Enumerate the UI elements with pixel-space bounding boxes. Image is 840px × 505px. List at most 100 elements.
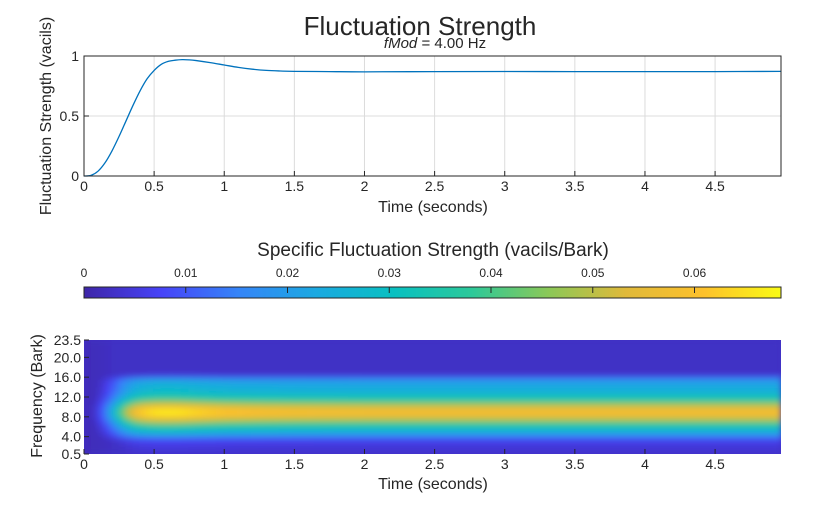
heatmap-cell (592, 387, 601, 391)
heatmap-cell (752, 451, 761, 454)
heatmap-cell (90, 401, 99, 405)
heatmap-cell (641, 369, 650, 373)
heatmap-cell (606, 410, 615, 414)
heatmap-cell (529, 346, 538, 350)
heatmap-cell (188, 439, 197, 444)
heatmap-cell (724, 421, 733, 425)
heatmap-cell (668, 362, 677, 366)
heatmap-cell (689, 369, 698, 373)
heatmap-cell (773, 419, 781, 423)
heatmap-cell (362, 378, 371, 382)
heatmap-cell (724, 350, 733, 355)
heatmap-cell (717, 401, 726, 405)
heatmap-cell (97, 394, 106, 398)
heatmap-cell (264, 435, 273, 439)
heatmap-cell (655, 394, 664, 398)
heatmap-cell (578, 421, 587, 425)
heatmap-cell (111, 435, 120, 439)
heatmap-cell (341, 407, 350, 412)
heatmap-cell (438, 394, 447, 398)
heatmap-cell (508, 375, 517, 380)
heatmap-cell (550, 344, 559, 348)
heatmap-cell (250, 362, 259, 366)
heatmap-cell (257, 410, 266, 414)
heatmap-cell (390, 410, 399, 414)
heatmap-cell (271, 407, 280, 412)
heatmap-cell (522, 371, 531, 375)
heatmap-cell (236, 371, 245, 375)
heatmap-cell (655, 373, 664, 377)
heatmap-cell (703, 353, 712, 357)
heatmap-cell (745, 414, 754, 419)
heatmap-cell (125, 419, 134, 423)
heatmap-cell (257, 446, 266, 450)
heatmap-cell (682, 371, 691, 375)
heatmap-cell (473, 396, 482, 400)
heatmap-cell (118, 344, 127, 348)
heatmap-cell (397, 382, 406, 387)
heatmap-cell (557, 446, 566, 450)
heatmap-cell (348, 414, 357, 419)
heatmap-cell (487, 421, 496, 425)
heatmap-cell (132, 435, 141, 439)
heatmap-cell (341, 412, 350, 416)
heatmap-cell (250, 348, 259, 352)
heatmap-cell (494, 380, 503, 384)
heatmap-cell (97, 340, 106, 343)
heatmap-plot-area (84, 340, 781, 454)
heatmap-cell (271, 419, 280, 423)
heatmap-cell (271, 430, 280, 434)
heatmap-cell (564, 371, 573, 375)
heatmap-cell (689, 371, 698, 375)
heatmap-cell (675, 346, 684, 350)
heatmap-cell (90, 389, 99, 393)
heatmap-cell (341, 437, 350, 441)
heatmap-cell (174, 364, 183, 368)
heatmap-cell (578, 428, 587, 432)
heatmap-cell (696, 412, 705, 416)
heatmap-cell (299, 380, 308, 384)
heatmap-cell (655, 412, 664, 416)
heatmap-cell (411, 389, 420, 393)
heatmap-cell (139, 419, 148, 423)
heatmap-cell (641, 442, 650, 446)
heatmap-cell (390, 401, 399, 405)
heatmap-cell (355, 362, 364, 366)
heatmap-cell (243, 355, 252, 359)
heatmap-cell (432, 344, 440, 348)
heatmap-cell (696, 410, 705, 414)
heatmap-cell (717, 362, 726, 366)
heatmap-cell (90, 419, 99, 423)
heatmap-cell (766, 389, 775, 393)
heatmap-cell (508, 373, 517, 377)
heatmap-cell (599, 428, 608, 432)
heatmap-cell (362, 437, 371, 441)
heatmap-cell (432, 417, 440, 421)
heatmap-cell (153, 396, 162, 400)
heatmap-cell (84, 346, 92, 350)
heatmap-cell (320, 389, 329, 393)
heatmap-cell (648, 364, 657, 368)
heatmap-cell (585, 444, 594, 448)
heatmap-cell (773, 357, 781, 362)
heatmap-cell (724, 391, 733, 396)
heatmap-cell (111, 442, 120, 446)
heatmap-cell (599, 403, 608, 407)
heatmap-cell (752, 437, 761, 441)
heatmap-cell (153, 442, 162, 446)
heatmap-cell (564, 391, 573, 396)
heatmap-cell (397, 387, 406, 391)
heatmap-cell (459, 391, 468, 396)
heatmap-cell (689, 389, 698, 393)
heatmap-cell (411, 346, 420, 350)
heatmap-cell (452, 401, 461, 405)
heatmap-cell (411, 437, 420, 441)
heatmap-cell (703, 401, 712, 405)
heatmap-cell (174, 437, 183, 441)
heatmap-cell (153, 435, 162, 439)
heatmap-cell (418, 448, 427, 453)
heatmap-cell (84, 380, 92, 384)
heatmap-cell (682, 362, 691, 366)
heatmap-cell (376, 412, 385, 416)
heatmap-cell (369, 394, 378, 398)
